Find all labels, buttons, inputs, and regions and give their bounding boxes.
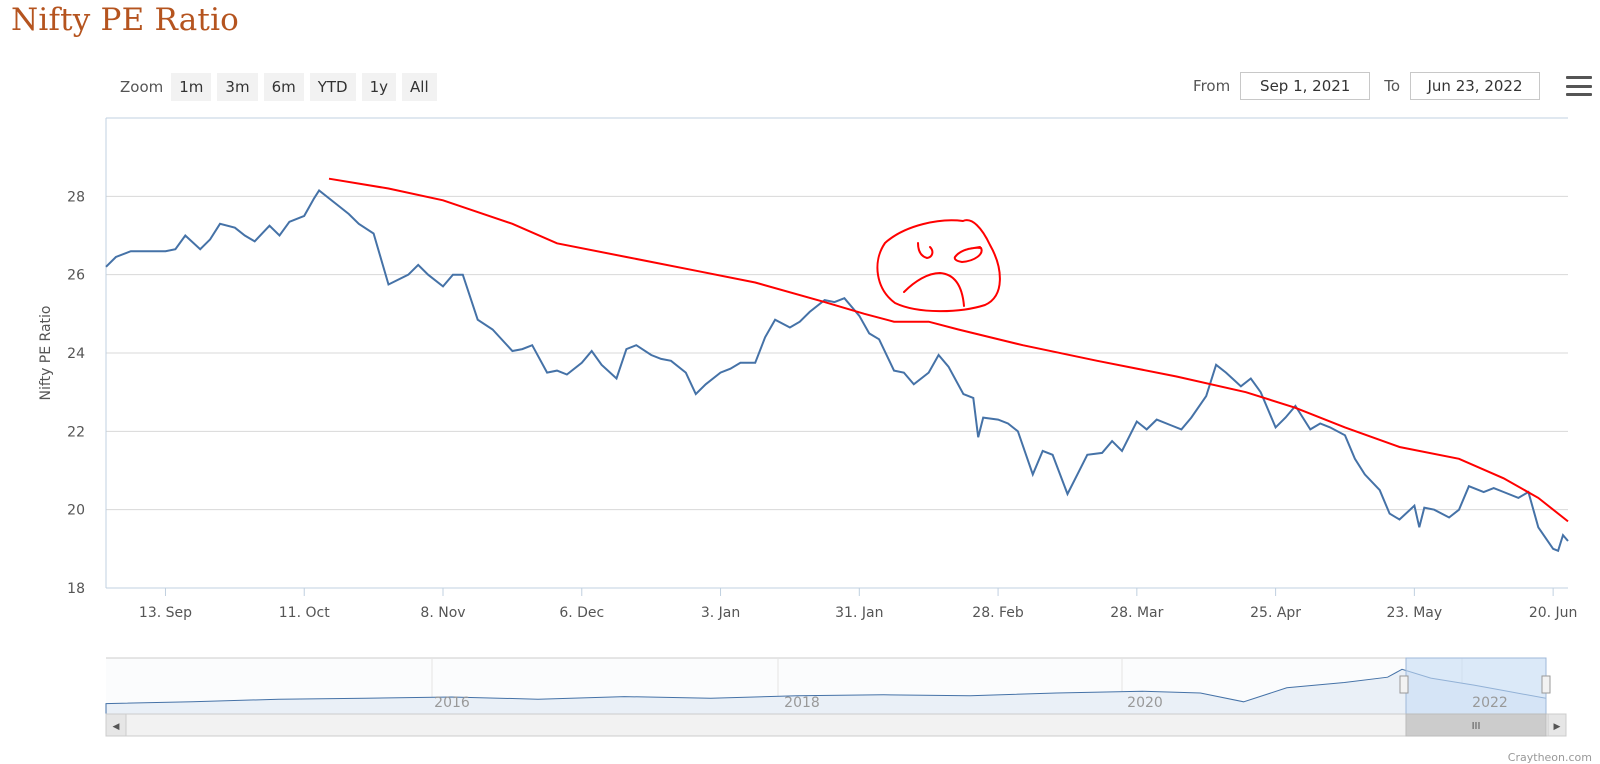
scrollbar-left-arrow — [105, 713, 127, 737]
svg-text:◀: ◀ — [113, 722, 120, 732]
scrollbar-right-arrow — [1547, 713, 1567, 737]
x-tick-label: 28. Feb — [972, 605, 1024, 621]
scrollbar-track — [105, 713, 1567, 737]
navigator-scrollbar: ◀ III ▶ — [105, 713, 1567, 737]
from-label: From — [1193, 77, 1231, 95]
sad-face-doodle — [876, 219, 1001, 313]
page-title: Nifty PE Ratio — [11, 2, 240, 38]
x-axis-ticks: 13. Sep 11. Oct 8. Nov 6. Dec 3. Jan 31. Jan 2… — [139, 588, 1578, 621]
x-tick-label: 3. Jan — [701, 605, 740, 621]
x-tick-label: 13. Sep — [139, 605, 192, 621]
grid-lines — [106, 195, 1568, 589]
x-tick-label: 23. May — [1387, 605, 1443, 621]
zoom-button-1m[interactable]: 1m — [171, 73, 212, 101]
zoom-button-ytd[interactable]: YTD — [309, 73, 356, 101]
y-axis-ticks: 18 20 22 24 26 28 — [67, 189, 85, 597]
y-axis-title: Nifty PE Ratio — [38, 306, 54, 401]
x-tick-label: 20. Jun — [1529, 605, 1578, 621]
svg-text:▶: ▶ — [1554, 722, 1561, 732]
svg-text:III: III — [1472, 721, 1481, 732]
y-tick-label: 20 — [67, 503, 85, 519]
navigator-selected-range — [1405, 657, 1547, 715]
zoom-button-all[interactable]: All — [402, 73, 437, 101]
scrollbar-thumb — [1405, 713, 1547, 737]
x-tick-label: 31. Jan — [835, 605, 883, 621]
x-tick-label: 6. Dec — [559, 605, 604, 621]
y-tick-label: 28 — [67, 189, 85, 205]
navigator: 2016 2018 2020 2022 — [105, 657, 1551, 715]
x-tick-label: 25. Apr — [1250, 605, 1301, 621]
to-label: To — [1384, 77, 1400, 95]
date-range-selector: From To — [1179, 71, 1600, 101]
x-tick-label: 28. Mar — [1110, 605, 1163, 621]
x-tick-label: 11. Oct — [279, 605, 330, 621]
sad-face-mouth — [903, 271, 965, 307]
series-line-nifty-pe — [105, 189, 1569, 553]
zoom-button-6m[interactable]: 6m — [263, 73, 304, 101]
navigator-year-label: 2022 — [1472, 695, 1508, 711]
navigator-series-area — [105, 668, 1547, 715]
y-tick-label: 24 — [67, 346, 85, 362]
zoom-controls: Zoom 1m 3m 6m YTD 1y All — [120, 72, 437, 102]
y-tick-label: 26 — [67, 268, 85, 284]
hamburger-menu-icon[interactable] — [1566, 76, 1592, 96]
y-tick-label: 18 — [67, 581, 85, 597]
sad-face-left-eye — [917, 242, 934, 260]
to-date-input[interactable] — [1410, 72, 1540, 100]
y-tick-label: 22 — [67, 424, 85, 440]
from-date-input[interactable] — [1240, 72, 1371, 100]
navigator-left-handle — [1399, 675, 1409, 694]
sad-face-right-eye — [953, 246, 983, 264]
navigator-year-label: 2018 — [784, 695, 820, 711]
navigator-year-label: 2020 — [1127, 695, 1163, 711]
navigator-background — [106, 658, 1546, 714]
annotation-trend-line — [328, 177, 1569, 523]
zoom-button-1y[interactable]: 1y — [361, 73, 397, 101]
sad-face-outline — [876, 219, 1001, 313]
navigator-year-label: 2016 — [434, 695, 470, 711]
navigator-right-handle — [1541, 675, 1551, 694]
x-tick-label: 8. Nov — [420, 605, 465, 621]
zoom-button-3m[interactable]: 3m — [217, 73, 258, 101]
zoom-label: Zoom — [120, 78, 164, 96]
